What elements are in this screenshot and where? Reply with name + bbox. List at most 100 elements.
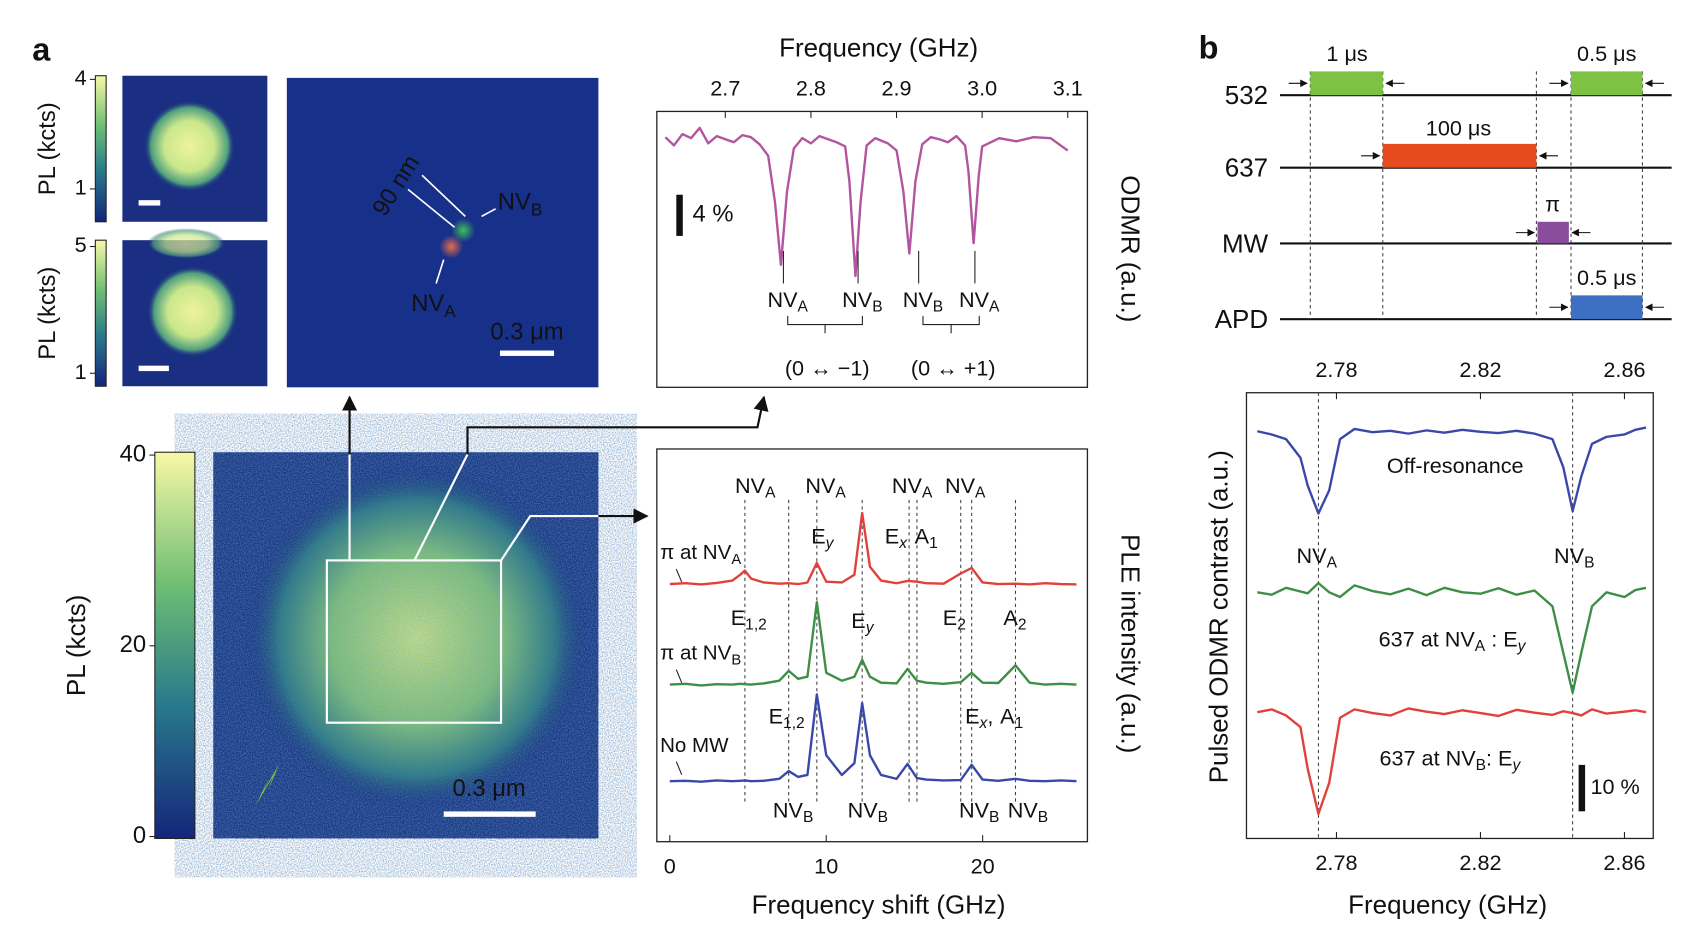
channel-label: MW: [1222, 228, 1269, 258]
text-part: NV: [848, 797, 879, 822]
scale-bar: [138, 200, 161, 206]
x-axis-label: Frequency (GHz): [779, 33, 978, 63]
text-part: NV: [411, 290, 444, 317]
series-label: Off-resonance: [1387, 453, 1524, 478]
subscript: A: [731, 552, 741, 568]
panel-label: b: [1199, 29, 1219, 65]
text-part: NV: [805, 473, 836, 498]
peak-label: NVB: [959, 797, 999, 826]
text-part: NV: [768, 286, 799, 311]
peak-label: E1,2: [769, 703, 805, 732]
pulse-label: 0.5 μs: [1577, 41, 1637, 66]
text-part: : E: [1485, 626, 1517, 651]
subscript: A: [835, 484, 846, 501]
colorbar-tick-label: 1: [75, 175, 87, 200]
text-part: ,: [987, 703, 993, 728]
nv-label: NVB: [498, 189, 542, 219]
text-part: NV: [498, 189, 531, 216]
subscript: B: [1476, 757, 1486, 774]
x-tick-label: 2.82: [1459, 850, 1501, 875]
scale-bar: [499, 350, 555, 356]
colorbar-tick-label: 20: [120, 631, 146, 658]
text-part: NV: [903, 286, 934, 311]
peak-label: NVA: [805, 473, 846, 502]
peak-label: Ex,: [965, 703, 993, 732]
text-part: E: [769, 703, 783, 728]
plot-frame: [656, 110, 1089, 388]
colorbar-tick-label: 5: [75, 232, 87, 257]
subscript: A: [444, 301, 456, 321]
text-part: 637 at NV: [1379, 626, 1476, 651]
pulse: [1310, 71, 1383, 96]
pulse-label: 100 μs: [1426, 116, 1492, 141]
x-tick-label: 2.78: [1315, 850, 1357, 875]
x-tick-label: 3.0: [967, 76, 997, 101]
pl-spot: [144, 100, 235, 192]
pointer: [675, 568, 683, 583]
x-tick-label: 2.82: [1459, 357, 1501, 382]
colorbar-tick-label: 40: [120, 440, 146, 467]
text-part: E: [943, 605, 957, 630]
nv-label: NVA: [411, 290, 456, 320]
dip-label: NVB: [842, 286, 882, 315]
pl-spot: [147, 266, 239, 358]
peak-label: Ey: [851, 608, 874, 637]
peak-label: E1,2: [731, 605, 767, 634]
data-line: [1257, 426, 1647, 515]
subscript: 1,2: [745, 616, 767, 633]
channel-label: APD: [1215, 304, 1268, 334]
x-tick-label: 2.8: [796, 76, 826, 101]
text-part: NV: [1008, 797, 1039, 822]
colorbar: [94, 75, 107, 223]
subscript: y: [1511, 757, 1521, 774]
legend-label: π at NVA: [660, 541, 741, 568]
x-tick-label: 2.7: [710, 76, 740, 101]
peak-label: Ex: [885, 523, 908, 552]
text-part: NV: [945, 473, 976, 498]
plot-frame: [1245, 392, 1654, 840]
series-label: 637 at NVB: Ey: [1379, 745, 1521, 774]
text-part: NV: [1297, 543, 1328, 568]
text-part: NV: [1554, 543, 1585, 568]
subscript: B: [872, 298, 882, 315]
text-part: NV: [959, 286, 990, 311]
subscript: B: [878, 809, 888, 826]
zoom-box: [325, 559, 503, 724]
channel-label: 532: [1225, 80, 1268, 110]
text-part: : E: [1486, 745, 1512, 770]
y-axis-label: ODMR (a.u.): [1116, 175, 1146, 322]
pulse: [1571, 71, 1643, 96]
map-images: [122, 75, 769, 839]
dip-label: NVB: [1554, 543, 1594, 572]
subscript: A: [1327, 555, 1338, 572]
y-axis-label: Pulsed ODMR contrast (a.u.): [1203, 450, 1233, 783]
annotation-lines: [407, 174, 497, 284]
pulse: [1382, 143, 1537, 168]
x-tick-label: 0: [664, 853, 676, 878]
scale-bar: [138, 365, 169, 372]
data-line: [664, 126, 1069, 278]
transition-label: (0 ↔ −1): [785, 356, 870, 381]
subscript: B: [1584, 555, 1594, 572]
text-part: π at NV: [660, 642, 732, 665]
text-part: E: [851, 608, 865, 633]
subscript: A: [1475, 638, 1486, 655]
scale-bar-label: 4 %: [693, 201, 734, 228]
subscript: x: [898, 535, 908, 552]
subscript: B: [989, 809, 999, 826]
x-tick-label: 20: [971, 853, 995, 878]
subscript: B: [531, 199, 542, 219]
nv-a-spot: [439, 234, 464, 259]
x-tick-label: 10: [814, 853, 838, 878]
peak-label: Ey: [811, 523, 834, 552]
colorbar-label: PL (kcts): [61, 595, 91, 696]
peak-label: NVA: [892, 473, 933, 502]
scale-bar: [676, 194, 683, 236]
subscript: 2: [957, 616, 966, 633]
x-tick-label: 2.9: [881, 76, 911, 101]
colorbar: [154, 451, 196, 840]
subscript: 2: [1018, 616, 1027, 633]
text-part: NV: [842, 286, 873, 311]
colorbar-label: PL (kcts): [34, 267, 61, 360]
